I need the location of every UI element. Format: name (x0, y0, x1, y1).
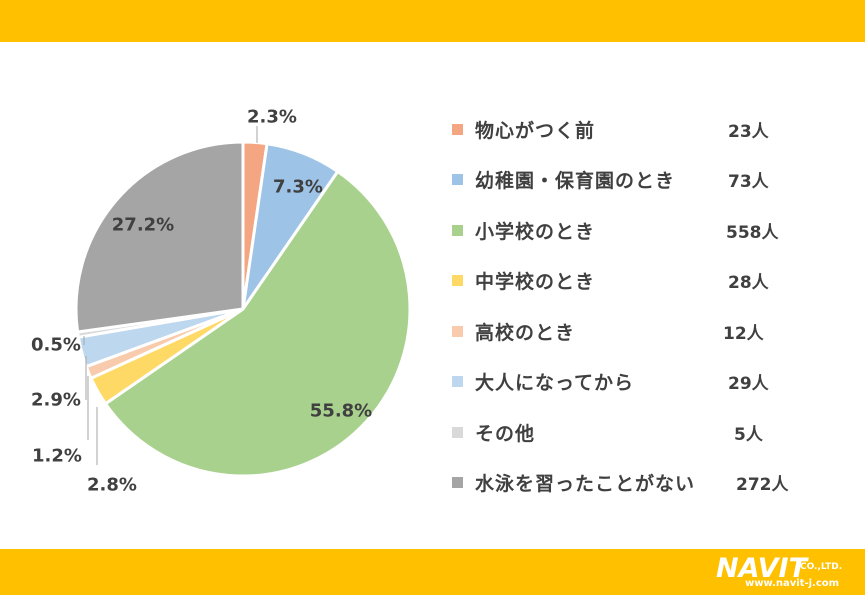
percent-label: 2.8% (87, 475, 137, 496)
legend-count: 558人 (726, 222, 779, 243)
legend-label: 幼稚園・保育園のとき (475, 170, 676, 193)
legend-label: その他 (475, 422, 536, 445)
legend-count: 5人 (734, 424, 763, 445)
legend-item: その他 5人 (452, 407, 812, 458)
legend-item: 大人になってから 29人 (452, 357, 812, 408)
legend-swatch (452, 325, 463, 337)
legend-count: 29人 (728, 374, 769, 395)
legend-swatch (452, 275, 463, 287)
bottom-banner (0, 549, 865, 595)
legend-swatch (452, 224, 463, 236)
legend-swatch (452, 477, 463, 489)
legend-item: 物心がつく前 23人 (452, 104, 812, 155)
percent-label: 27.2% (112, 215, 174, 236)
percent-label: 2.9% (31, 390, 81, 411)
legend-swatch (452, 426, 463, 438)
legend-count: 28人 (728, 273, 769, 294)
legend-label: 大人になってから (475, 372, 635, 395)
legend-label: 物心がつく前 (475, 119, 596, 142)
pie-slice (74, 140, 245, 334)
logo-suffix: CO.,LTD. (800, 562, 843, 572)
legend-count: 12人 (723, 323, 764, 344)
legend-label: 中学校のとき (475, 271, 596, 294)
navit-logo: NAVIT CO.,LTD. www.navit-j.com (716, 552, 856, 592)
percent-labels: 2.3% 7.3% 55.8% 2.8%1.2% 2.9% 0.5% 27.2% (31, 107, 372, 496)
legend-count: 23人 (728, 121, 769, 142)
legend-swatch (452, 123, 463, 135)
logo-url: www.navit-j.com (745, 578, 840, 589)
pie-slice (103, 169, 412, 478)
legend-item: 高校のとき 12人 (452, 306, 812, 357)
percent-label: 0.5% (31, 335, 81, 356)
legend-label: 高校のとき (475, 321, 576, 344)
legend-item: 水泳を習ったことがない 272人 (452, 458, 812, 509)
pie-slices (74, 140, 412, 478)
legend-item: 小学校のとき 558人 (452, 205, 812, 256)
legend-swatch (452, 174, 463, 186)
logo-name: NAVIT (716, 553, 808, 584)
legend-swatch (452, 376, 463, 388)
percent-label: 1.2% (32, 446, 82, 467)
top-banner (0, 0, 865, 42)
percent-label: 7.3% (273, 177, 323, 198)
legend-item: 中学校のとき 28人 (452, 256, 812, 307)
legend-item: 幼稚園・保育園のとき 73人 (452, 155, 812, 206)
legend-label: 小学校のとき (475, 220, 596, 243)
legend: 物心がつく前 23人 幼稚園・保育園のとき 73人 小学校のとき 558人 中学… (452, 104, 812, 508)
leader-lines (83, 126, 258, 465)
legend-count: 272人 (736, 475, 789, 496)
percent-label: 2.3% (247, 107, 297, 128)
legend-label: 水泳を習ったことがない (475, 473, 696, 496)
legend-count: 73人 (728, 172, 769, 193)
percent-label: 55.8% (310, 401, 372, 422)
